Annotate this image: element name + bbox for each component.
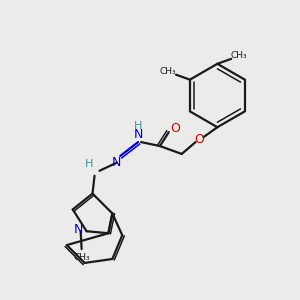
Text: N: N: [74, 223, 83, 236]
Text: H: H: [84, 159, 93, 169]
Text: CH₃: CH₃: [160, 67, 176, 76]
Text: O: O: [170, 122, 180, 135]
Text: O: O: [195, 133, 205, 146]
Text: N: N: [112, 156, 121, 170]
Text: H: H: [134, 121, 142, 131]
Text: N: N: [134, 128, 143, 141]
Text: CH₃: CH₃: [73, 254, 90, 262]
Text: CH₃: CH₃: [231, 51, 247, 60]
